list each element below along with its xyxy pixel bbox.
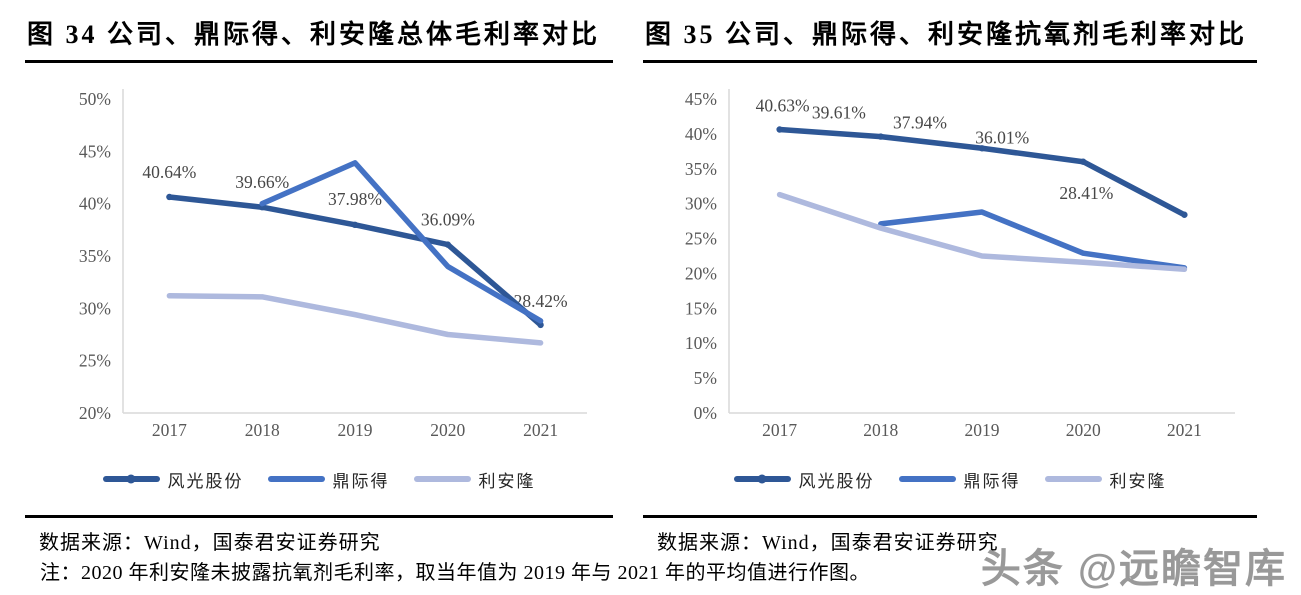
- x-tick-label: 2021: [1167, 420, 1202, 440]
- x-tick-label: 2018: [863, 420, 898, 440]
- series-marker-0: [351, 221, 359, 229]
- legend-item-1: 鼎际得: [267, 467, 390, 492]
- legend-swatch-0: [733, 474, 791, 484]
- legend-item-2: 利安隆: [413, 467, 536, 492]
- y-tick-label: 25%: [79, 351, 111, 371]
- figure-35-divider: [643, 515, 1257, 518]
- legend-label-0: 风光股份: [167, 471, 244, 491]
- y-tick-label: 20%: [685, 263, 717, 283]
- y-tick-label: 45%: [79, 141, 111, 161]
- x-tick-label: 2017: [762, 420, 797, 440]
- x-tick-label: 2019: [338, 420, 373, 440]
- series-marker-0: [1080, 158, 1087, 165]
- legend-label-2: 利安隆: [478, 471, 536, 491]
- y-tick-label: 40%: [685, 124, 717, 144]
- legend-swatch-1: [898, 476, 956, 482]
- figure-34-source: 数据来源：Wind，国泰君安证券研究: [39, 532, 381, 554]
- figure-34-divider: [25, 515, 613, 518]
- x-tick-label: 2020: [1066, 420, 1101, 440]
- y-tick-label: 30%: [79, 298, 111, 318]
- x-tick-label: 2019: [965, 420, 1000, 440]
- legend-swatch-2: [413, 476, 471, 482]
- watermark: 头条 @远瞻智库: [980, 547, 1287, 591]
- y-tick-label: 5%: [694, 368, 717, 388]
- data-label: 39.66%: [235, 172, 289, 192]
- figure-35: 图 35 公司、鼎际得、利安隆抗氧剂毛利率对比 0% 5% 10% 15% 20% 25%…: [643, 10, 1257, 555]
- x-tick-label: 2020: [430, 420, 465, 440]
- series-line-2: [166, 293, 544, 346]
- y-tick-label: 0%: [694, 403, 717, 423]
- series-marker-0: [1181, 211, 1188, 218]
- y-tick-label: 10%: [685, 333, 717, 353]
- legend-marker-dot: [757, 474, 767, 484]
- figure-34: 图 34 公司、鼎际得、利安隆总体毛利率对比 20% 25% 30% 35% 40% 45…: [25, 10, 613, 555]
- legend-label-0: 风光股份: [798, 471, 875, 491]
- figure-34-title: 图 34 公司、鼎际得、利安隆总体毛利率对比: [25, 10, 613, 63]
- figure-35-chart: 0% 5% 10% 15% 20% 25% 30% 35% 40% 45% 2017 2018 2019…: [685, 89, 1235, 440]
- series-marker-0: [877, 133, 884, 140]
- legend-marker-dot: [126, 474, 136, 484]
- series-line-2: [776, 191, 1188, 273]
- series-marker-0: [776, 126, 783, 133]
- y-tick-label: 25%: [685, 229, 717, 249]
- data-label: 37.98%: [328, 189, 382, 209]
- x-tick-label: 2021: [523, 420, 558, 440]
- figure-note: 注：2020 年利安隆未披露抗氧剂毛利率，取当年值为 2019 年与 2021 …: [40, 562, 870, 584]
- figure-35-title: 图 35 公司、鼎际得、利安隆抗氧剂毛利率对比: [643, 10, 1257, 63]
- data-label: 28.42%: [514, 291, 568, 311]
- figure-34-chart: 20% 25% 30% 35% 40% 45% 50% 2017 2018 2019 2020 202…: [79, 89, 587, 440]
- y-tick-label: 30%: [685, 194, 717, 214]
- x-tick-label: 2018: [245, 420, 280, 440]
- series-line-1: [878, 209, 1188, 271]
- legend-item-0: 风光股份: [102, 467, 244, 492]
- y-tick-label: 35%: [685, 159, 717, 179]
- data-label: 28.41%: [1059, 183, 1113, 203]
- data-label: 36.09%: [421, 210, 475, 230]
- figure-35-legend: 风光股份 鼎际得 利安隆: [643, 467, 1257, 492]
- series-marker-0: [978, 145, 986, 152]
- data-label: 36.01%: [975, 128, 1029, 148]
- series-marker-0: [166, 193, 173, 201]
- legend-label-2: 利安隆: [1109, 471, 1167, 491]
- figure-35-source: 数据来源：Wind，国泰君安证券研究: [657, 532, 999, 554]
- legend-item-1: 鼎际得: [898, 467, 1021, 492]
- legend-swatch-0: [102, 474, 160, 484]
- legend-label-1: 鼎际得: [963, 471, 1021, 491]
- data-label: 39.61%: [812, 103, 866, 123]
- series-line-0: [166, 194, 544, 328]
- figure-34-legend: 风光股份 鼎际得 利安隆: [25, 467, 613, 492]
- legend-swatch-1: [267, 476, 325, 482]
- x-tick-label: 2017: [152, 420, 187, 440]
- y-tick-label: 20%: [79, 403, 111, 423]
- series-marker-0: [537, 321, 544, 329]
- legend-item-2: 利安隆: [1044, 467, 1167, 492]
- y-tick-label: 40%: [79, 194, 111, 214]
- data-label: 37.94%: [893, 112, 947, 132]
- y-tick-label: 35%: [79, 246, 111, 266]
- series-marker-0: [444, 241, 451, 248]
- y-tick-label: 15%: [685, 298, 717, 318]
- y-tick-label: 50%: [79, 89, 111, 109]
- data-label: 40.64%: [142, 162, 196, 182]
- legend-swatch-2: [1044, 476, 1102, 482]
- series-line-1: [259, 160, 544, 324]
- y-tick-label: 45%: [685, 89, 717, 109]
- data-label: 40.63%: [756, 95, 810, 115]
- legend-item-0: 风光股份: [733, 467, 875, 492]
- legend-label-1: 鼎际得: [332, 471, 390, 491]
